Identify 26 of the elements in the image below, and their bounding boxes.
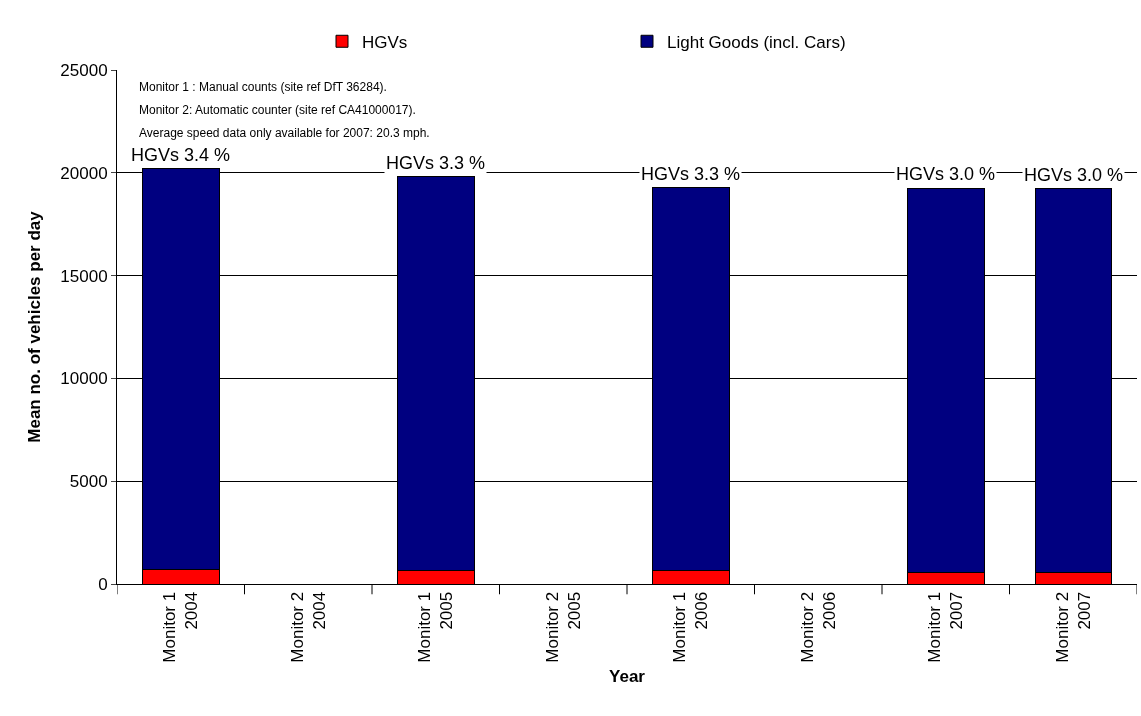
annotation: HGVs 3.0 % bbox=[1024, 165, 1124, 185]
annotation: HGVs 3.3 % bbox=[641, 164, 741, 184]
y-tick-label: 10000 bbox=[60, 369, 108, 389]
annotation: Monitor 1 : Manual counts (site ref DfT 36284). bbox=[139, 80, 387, 94]
y-tick-label: 5000 bbox=[69, 472, 108, 492]
x-tick-label: Monitor 2 2004 bbox=[287, 591, 329, 663]
annotation: HGVs 3.4 % bbox=[131, 145, 231, 165]
annotation: Monitor 2: Automatic counter (site ref CA41000017). bbox=[139, 103, 416, 117]
annotation: HGVs 3.3 % bbox=[386, 153, 486, 173]
x-axis-title: Year bbox=[609, 667, 646, 687]
x-tick-label: Monitor 2 2007 bbox=[1052, 591, 1094, 663]
x-tick-label: Monitor 2 2005 bbox=[542, 591, 584, 663]
annotation: HGVs 3.0 % bbox=[896, 164, 996, 184]
annotation: Average speed data only available for 2007: 20.3 mph. bbox=[139, 126, 430, 140]
x-tick-label: Monitor 1 2005 bbox=[415, 591, 457, 663]
y-tick-label: 20000 bbox=[60, 163, 108, 183]
x-tick-label: Monitor 1 2006 bbox=[670, 591, 712, 663]
y-tick-label: 15000 bbox=[60, 266, 108, 286]
x-tick-label: Monitor 2 2006 bbox=[797, 591, 839, 663]
y-tick-label: 0 bbox=[98, 574, 108, 594]
legend-label: Light Goods (incl. Cars) bbox=[667, 32, 846, 52]
legend-label: HGVs bbox=[362, 32, 408, 52]
x-tick-label: Monitor 1 2004 bbox=[160, 591, 202, 663]
y-tick-label: 25000 bbox=[60, 60, 108, 80]
x-tick-label: Monitor 1 2007 bbox=[925, 591, 967, 663]
y-axis-title: Mean no. of vehicles per day bbox=[24, 210, 44, 443]
